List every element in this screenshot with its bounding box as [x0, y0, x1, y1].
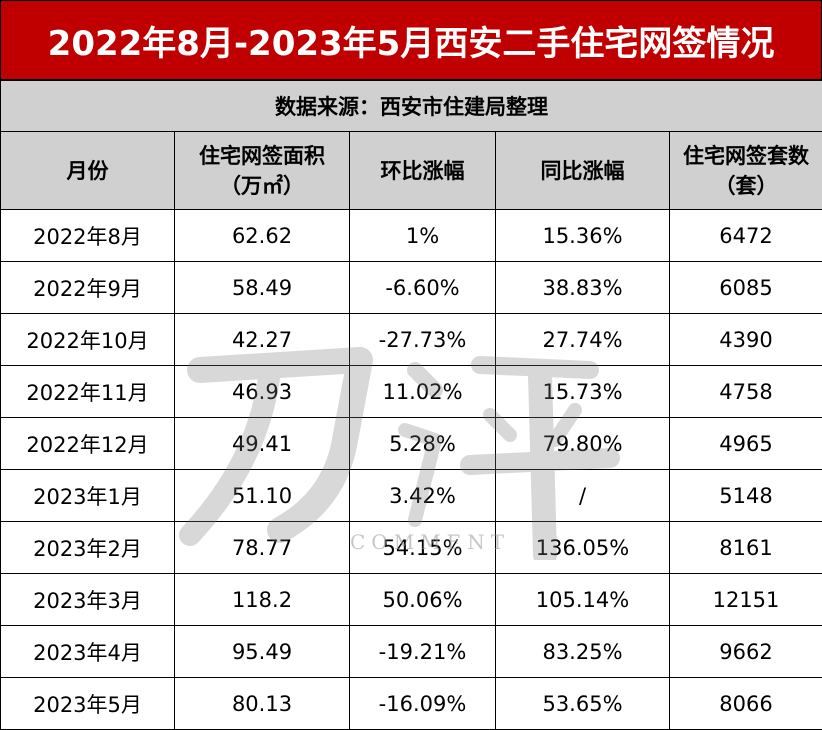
- cell-units: 6472: [670, 210, 822, 262]
- cell-units: 4390: [670, 314, 822, 366]
- cell-units: 5148: [670, 470, 822, 522]
- header-area: 住宅网签面积 （万㎡）: [175, 132, 350, 210]
- header-units: 住宅网签套数 （套）: [670, 132, 822, 210]
- cell-month: 2022年12月: [1, 418, 175, 470]
- cell-area: 46.93: [175, 366, 350, 418]
- cell-mom: -27.73%: [350, 314, 496, 366]
- table-row: 2023年5月 80.13 -16.09% 53.65% 8066: [1, 678, 822, 730]
- cell-mom: 3.42%: [350, 470, 496, 522]
- table-row: 2022年9月 58.49 -6.60% 38.83% 6085: [1, 262, 822, 314]
- cell-area: 51.10: [175, 470, 350, 522]
- cell-units: 6085: [670, 262, 822, 314]
- data-table: 数据来源：西安市住建局整理 月份 住宅网签面积 （万㎡） 环比涨幅 同比涨幅 住…: [0, 80, 822, 730]
- cell-mom: 54.15%: [350, 522, 496, 574]
- page-title: 2022年8月-2023年5月西安二手住宅网签情况: [0, 0, 822, 80]
- cell-yoy: 105.14%: [496, 574, 670, 626]
- cell-units: 4758: [670, 366, 822, 418]
- cell-month: 2023年2月: [1, 522, 175, 574]
- cell-yoy: 83.25%: [496, 626, 670, 678]
- cell-yoy: 15.36%: [496, 210, 670, 262]
- cell-month: 2023年1月: [1, 470, 175, 522]
- cell-yoy: 15.73%: [496, 366, 670, 418]
- table-row: 2023年2月 78.77 54.15% 136.05% 8161: [1, 522, 822, 574]
- header-area-line2: （万㎡）: [220, 174, 304, 198]
- cell-mom: -19.21%: [350, 626, 496, 678]
- cell-mom: -16.09%: [350, 678, 496, 730]
- cell-yoy: 38.83%: [496, 262, 670, 314]
- table-row: 2022年12月 49.41 5.28% 79.80% 4965: [1, 418, 822, 470]
- cell-area: 49.41: [175, 418, 350, 470]
- cell-units: 8066: [670, 678, 822, 730]
- table-row: 2023年3月 118.2 50.06% 105.14% 12151: [1, 574, 822, 626]
- source-note: 数据来源：西安市住建局整理: [1, 81, 822, 132]
- cell-area: 95.49: [175, 626, 350, 678]
- header-area-line1: 住宅网签面积: [199, 144, 325, 168]
- cell-mom: 11.02%: [350, 366, 496, 418]
- table-row: 2022年10月 42.27 -27.73% 27.74% 4390: [1, 314, 822, 366]
- cell-units: 4965: [670, 418, 822, 470]
- cell-yoy: 53.65%: [496, 678, 670, 730]
- header-units-line1: 住宅网签套数: [683, 144, 809, 168]
- cell-area: 80.13: [175, 678, 350, 730]
- table-row: 2022年11月 46.93 11.02% 15.73% 4758: [1, 366, 822, 418]
- cell-area: 42.27: [175, 314, 350, 366]
- cell-mom: -6.60%: [350, 262, 496, 314]
- table-row: 2022年8月 62.62 1% 15.36% 6472: [1, 210, 822, 262]
- cell-month: 2023年3月: [1, 574, 175, 626]
- table-row: 2023年1月 51.10 3.42% / 5148: [1, 470, 822, 522]
- cell-area: 78.77: [175, 522, 350, 574]
- cell-month: 2023年5月: [1, 678, 175, 730]
- cell-area: 62.62: [175, 210, 350, 262]
- cell-units: 8161: [670, 522, 822, 574]
- header-row: 月份 住宅网签面积 （万㎡） 环比涨幅 同比涨幅 住宅网签套数 （套）: [1, 132, 822, 210]
- header-units-line2: （套）: [715, 174, 778, 198]
- cell-mom: 50.06%: [350, 574, 496, 626]
- header-yoy: 同比涨幅: [496, 132, 670, 210]
- cell-month: 2022年10月: [1, 314, 175, 366]
- cell-month: 2022年9月: [1, 262, 175, 314]
- cell-units: 9662: [670, 626, 822, 678]
- cell-units: 12151: [670, 574, 822, 626]
- cell-mom: 5.28%: [350, 418, 496, 470]
- header-month: 月份: [1, 132, 175, 210]
- cell-area: 58.49: [175, 262, 350, 314]
- cell-yoy: 79.80%: [496, 418, 670, 470]
- cell-month: 2023年4月: [1, 626, 175, 678]
- header-mom: 环比涨幅: [350, 132, 496, 210]
- cell-yoy: 27.74%: [496, 314, 670, 366]
- cell-yoy: 136.05%: [496, 522, 670, 574]
- source-row: 数据来源：西安市住建局整理: [1, 81, 822, 132]
- cell-yoy: /: [496, 470, 670, 522]
- cell-month: 2022年11月: [1, 366, 175, 418]
- cell-month: 2022年8月: [1, 210, 175, 262]
- cell-area: 118.2: [175, 574, 350, 626]
- cell-mom: 1%: [350, 210, 496, 262]
- table-row: 2023年4月 95.49 -19.21% 83.25% 9662: [1, 626, 822, 678]
